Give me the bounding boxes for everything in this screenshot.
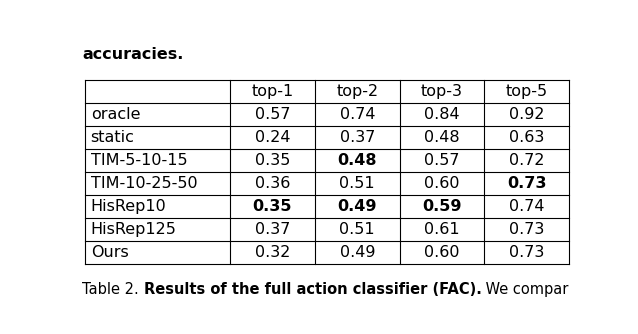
Text: 0.37: 0.37 bbox=[339, 130, 375, 145]
Text: HisRep10: HisRep10 bbox=[91, 199, 167, 214]
Text: 0.36: 0.36 bbox=[255, 176, 290, 191]
Text: 0.60: 0.60 bbox=[424, 176, 460, 191]
Text: top-5: top-5 bbox=[506, 84, 548, 99]
Text: 0.32: 0.32 bbox=[255, 245, 290, 260]
Text: TIM-10-25-50: TIM-10-25-50 bbox=[91, 176, 197, 191]
Text: oracle: oracle bbox=[91, 107, 140, 122]
Text: static: static bbox=[91, 130, 135, 145]
Text: top-3: top-3 bbox=[421, 84, 463, 99]
Text: 0.61: 0.61 bbox=[424, 222, 460, 237]
Text: 0.73: 0.73 bbox=[509, 222, 545, 237]
Text: 0.60: 0.60 bbox=[424, 245, 460, 260]
Text: 0.35: 0.35 bbox=[255, 153, 290, 168]
Text: HisRep125: HisRep125 bbox=[91, 222, 177, 237]
Text: 0.59: 0.59 bbox=[422, 199, 462, 214]
Text: 0.73: 0.73 bbox=[509, 245, 545, 260]
Text: 0.51: 0.51 bbox=[339, 222, 375, 237]
Text: 0.35: 0.35 bbox=[253, 199, 292, 214]
Text: top-1: top-1 bbox=[251, 84, 293, 99]
Text: 0.63: 0.63 bbox=[509, 130, 545, 145]
Text: 0.37: 0.37 bbox=[255, 222, 290, 237]
Text: 0.74: 0.74 bbox=[339, 107, 375, 122]
Text: 0.84: 0.84 bbox=[424, 107, 460, 122]
Text: 0.24: 0.24 bbox=[255, 130, 290, 145]
Text: 0.72: 0.72 bbox=[509, 153, 545, 168]
Text: 0.73: 0.73 bbox=[507, 176, 547, 191]
Text: Results of the full action classifier (FAC).: Results of the full action classifier (F… bbox=[144, 282, 482, 297]
Text: 0.49: 0.49 bbox=[338, 199, 377, 214]
Text: accuracies.: accuracies. bbox=[82, 47, 184, 62]
Text: Ours: Ours bbox=[91, 245, 128, 260]
Text: 0.74: 0.74 bbox=[509, 199, 545, 214]
Text: 0.92: 0.92 bbox=[509, 107, 545, 122]
Text: Table 2.: Table 2. bbox=[82, 282, 144, 297]
Text: top-2: top-2 bbox=[336, 84, 378, 99]
Text: 0.49: 0.49 bbox=[339, 245, 375, 260]
Text: 0.51: 0.51 bbox=[339, 176, 375, 191]
Text: 0.48: 0.48 bbox=[424, 130, 460, 145]
Text: TIM-5-10-15: TIM-5-10-15 bbox=[91, 153, 187, 168]
Text: 0.57: 0.57 bbox=[255, 107, 290, 122]
Text: 0.57: 0.57 bbox=[424, 153, 460, 168]
Text: We compar: We compar bbox=[482, 282, 569, 297]
Text: 0.48: 0.48 bbox=[338, 153, 377, 168]
